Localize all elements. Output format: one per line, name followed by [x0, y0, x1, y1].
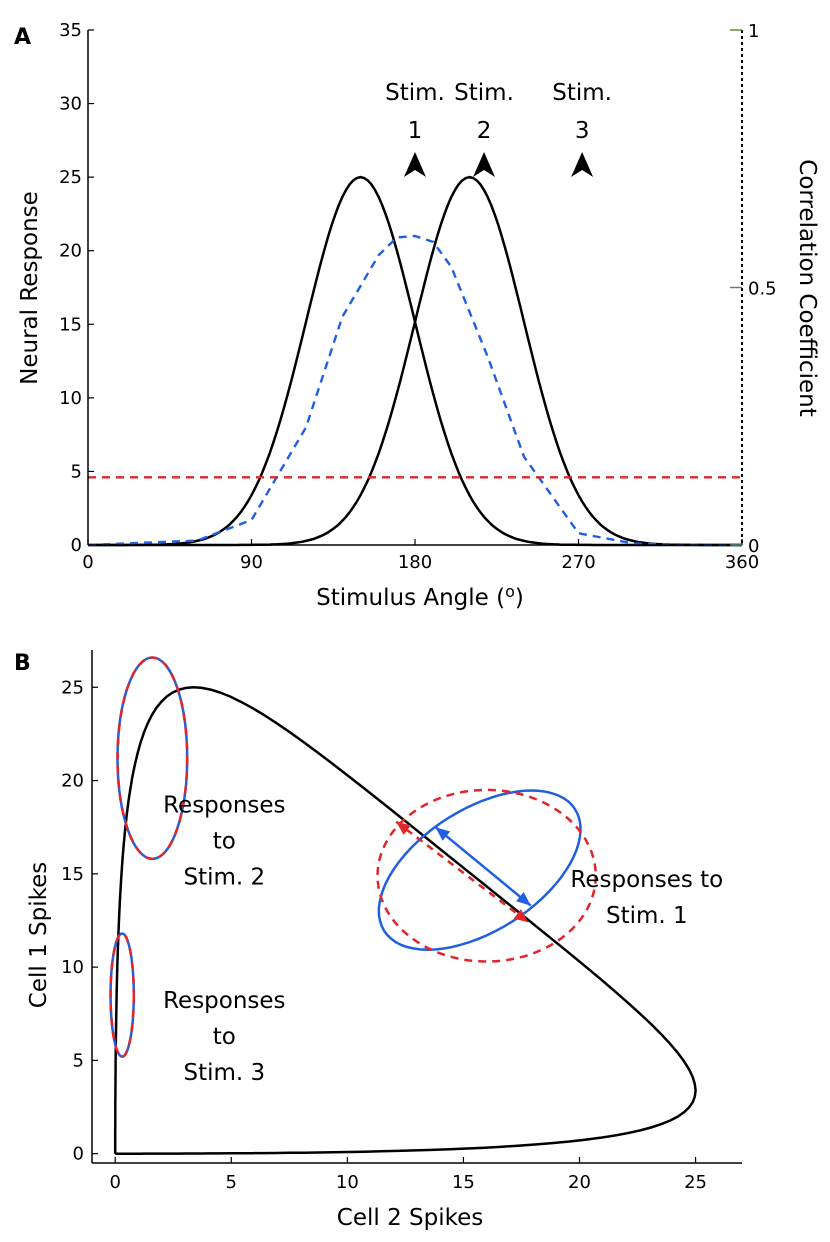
stim-label-line2: 1 [408, 118, 423, 144]
x-tick-label: 10 [336, 1172, 359, 1193]
y-tick-label: 0 [71, 535, 82, 556]
x-tick-label: 15 [452, 1172, 475, 1193]
variability-arrow [434, 826, 532, 907]
y-tick-label: 5 [73, 1050, 84, 1071]
y2-axis-title: Correlation Coefficient [794, 159, 820, 416]
y-axis-title: Neural Response [17, 191, 43, 385]
x-axis-title-main: Stimulus Angle ( [316, 585, 505, 611]
response-label-line: to [213, 828, 236, 854]
stim-label-line2: 2 [477, 118, 492, 144]
panel-b: B 0 5 10 15 20 25 0 5 10 15 20 25 Responses to Stim. … [14, 650, 742, 1231]
x-tick-label: 270 [561, 552, 595, 573]
stim-arrowhead-icon [473, 152, 496, 177]
response-label-line: Responses [163, 988, 285, 1014]
stim-arrowhead-icon [404, 152, 426, 177]
x-tick-label: 5 [226, 1172, 237, 1193]
panel-label-a: A [14, 25, 31, 50]
stim-label-line1: Stim. [552, 80, 612, 106]
y-tick-label: 10 [59, 388, 82, 409]
arrowhead-icon [516, 892, 531, 906]
y-tick-label: 15 [59, 314, 82, 335]
y2-tick-label: 0 [748, 536, 759, 557]
y-tick-label: 20 [61, 771, 84, 792]
x-tick-label: 25 [684, 1172, 707, 1193]
y-tick-label: 25 [59, 167, 82, 188]
y-tick-label: 35 [59, 20, 82, 41]
response-label-line: Stim. 1 [606, 903, 688, 929]
stim-arrowhead-icon [571, 152, 594, 177]
response-ellipse [109, 932, 136, 1058]
x-tick-label: 20 [568, 1172, 591, 1193]
series-line [87, 234, 742, 547]
x-tick-label: 0 [109, 1172, 120, 1193]
response-label-line: Responses to [570, 867, 723, 893]
tuning-trajectory [113, 686, 697, 1155]
x-axis-title-end: ) [515, 585, 524, 611]
arrowhead-icon [513, 909, 529, 923]
y-tick-label: 15 [61, 864, 84, 885]
y-axis-title: Cell 1 Spikes [26, 862, 52, 1008]
y-tick-label: 10 [61, 957, 84, 978]
y2-tick-label: 1 [748, 21, 759, 42]
x-axis-title-sup: o [505, 582, 515, 601]
arrowhead-icon [435, 827, 451, 841]
variability-arrow [395, 820, 530, 924]
x-tick-label: 360 [725, 552, 759, 573]
response-ellipse [376, 788, 597, 963]
arrowhead-icon [396, 821, 411, 835]
response-ellipse [116, 656, 189, 861]
x-tick-label: 90 [240, 552, 263, 573]
response-label-line: to [213, 1024, 236, 1050]
response-label-line: Stim. 3 [183, 1060, 265, 1086]
panel-label-b: B [14, 651, 31, 676]
y-tick-label: 5 [71, 461, 82, 482]
x-axis-title: Stimulus Angle (o) [316, 582, 524, 611]
x-axis-title: Cell 2 Spikes [337, 1205, 483, 1231]
x-tick-label: 180 [398, 552, 432, 573]
y-tick-label: 20 [59, 241, 82, 262]
y-tick-label: 30 [59, 94, 82, 115]
stim-label-line1: Stim. [385, 80, 445, 106]
response-ellipse [377, 789, 582, 951]
stim-label-line2: 3 [575, 118, 590, 144]
response-label-line: Stim. 2 [183, 864, 265, 890]
y2-tick-label: 0.5 [748, 279, 777, 300]
response-label-line: Responses [163, 792, 285, 818]
tuning-curve [88, 175, 742, 547]
stim-label-line1: Stim. [454, 80, 514, 106]
tuning-curve [88, 175, 742, 547]
x-tick-label: 0 [82, 552, 93, 573]
y-tick-label: 0 [73, 1144, 84, 1165]
y-tick-label: 25 [61, 677, 84, 698]
